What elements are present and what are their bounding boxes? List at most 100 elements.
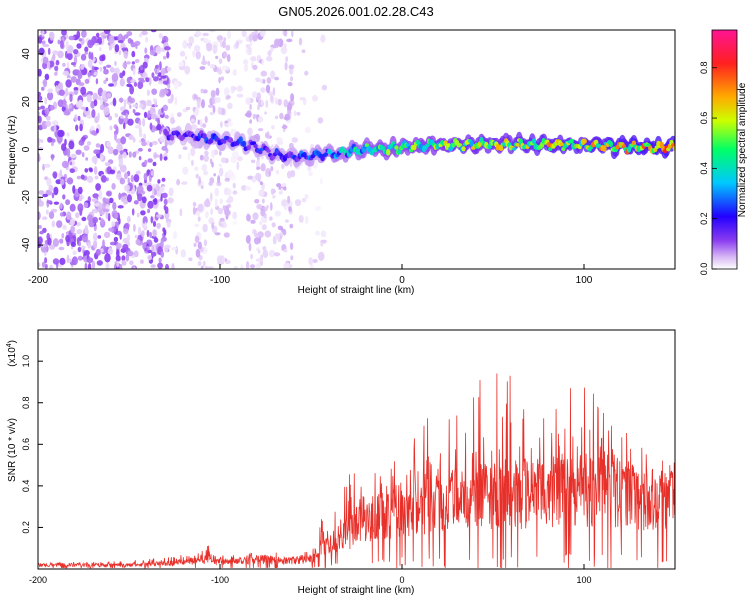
spectrogram-noise-blob [269,216,273,221]
spectrogram-noise-blob [85,157,89,161]
spectrogram-noise-blob [193,45,201,52]
spectrogram-noise-blob [151,244,155,253]
spectrogram-noise-blob [161,89,169,95]
spectrogram-noise-blob [222,109,225,114]
spectrogram-noise-blob [144,221,147,230]
spectrogram-noise-blob [256,262,261,269]
spectrogram-noise-blob [210,149,215,159]
spectrogram-noise-blob [123,99,127,108]
spectrogram-noise-blob [61,143,67,152]
spectrogram-noise-blob [106,191,112,197]
spectrogram-noise-blob [86,94,92,103]
spectrogram-noise-blob [260,181,263,186]
spectrogram-noise-blob [259,221,263,226]
spectrogram-noise-blob [116,260,119,268]
spectrogram-noise-blob [152,221,157,227]
spectrogram-noise-blob [202,260,206,267]
spectrogram-noise-blob [108,227,115,232]
spectrogram-noise-blob [258,189,265,197]
spectrogram-noise-blob [96,260,103,266]
spectrogram-noise-blob [84,224,89,235]
spectrogram-noise-blob [102,239,105,249]
spectrogram-noise-blob [72,185,76,194]
spectrogram-noise-blob [63,110,71,116]
spectrogram-noise-blob [69,168,76,173]
spectrogram-noise-blob [114,61,117,66]
spectrogram-noise-blob [227,196,234,203]
spectrogram-noise-blob [304,126,311,134]
spectrogram-noise-blob [147,200,154,209]
spectrogram-noise-blob [134,59,140,63]
spectrogram-noise-blob [236,93,244,98]
spectrogram-noise-blob [197,119,200,125]
spectrogram-noise-blob [205,211,209,219]
spectrogram-noise-blob [59,202,63,210]
spectrogram-noise-blob [166,51,170,59]
spectrogram-noise-blob [155,46,162,54]
spectrogram-noise-blob [92,92,99,102]
spectrogram-noise-blob [48,211,55,220]
spectrogram-noise-blob [150,264,156,268]
spectrogram-noise-blob [161,185,165,193]
spectrogram-noise-blob [51,192,55,199]
spectrogram-noise-blob [281,124,288,130]
spectrogram-noise-blob [194,166,199,171]
spectrogram-noise-blob [41,40,46,45]
spectrogram-noise-blob [77,115,81,121]
y-tick-label: 1.0 [21,355,31,368]
spectrogram-noise-blob [80,174,85,180]
spectrogram-noise-blob [132,137,136,143]
spectrogram-noise-blob [214,198,218,208]
colorbar-label: Normalized spectral amplitude [737,82,748,217]
spectrogram-noise-blob [95,78,99,85]
spectrogram-noise-blob [66,75,71,79]
colorbar-tick-label: 0.2 [699,212,709,225]
spectrogram-noise-blob [207,104,214,108]
spectrogram-noise-blob [145,77,150,83]
spectrogram-noise-blob [236,85,243,92]
spectrogram-noise-blob [204,150,209,156]
spectrogram-noise-blob [70,225,75,234]
spectrogram-noise-blob [102,197,107,203]
spectrogram-noise-blob [195,173,199,179]
spectrogram-noise-blob [164,114,169,119]
spectrogram-noise-blob [283,30,288,37]
spectrogram-noise-blob [272,195,276,199]
spectrogram-noise-blob [101,90,108,100]
spectrogram-noise-blob [66,52,73,61]
spectrogram-noise-blob [248,33,253,42]
spectrogram-noise-blob [265,99,269,108]
spectrogram-noise-blob [38,115,42,124]
spectrogram-noise-blob [127,250,134,257]
spectrogram-noise-blob [170,117,175,125]
spectrogram-noise-blob [168,187,174,197]
spectrogram-noise-blob [49,31,55,41]
spectrogram-noise-blob [257,104,260,111]
spectrogram-noise-blob [250,56,257,62]
spectrogram-noise-blob [86,114,93,119]
spectrogram-noise-blob [256,92,262,101]
spectrogram-noise-blob [212,105,216,114]
spectrogram-noise-blob [210,208,213,215]
spectrogram-noise-blob [270,202,273,211]
spectrogram-noise-blob [132,104,139,108]
spectrogram-noise-blob [173,80,179,90]
spectrogram-noise-blob [38,36,43,44]
spectrogram-noise-blob [204,199,211,208]
spectrogram-noise-blob [166,221,171,228]
spectrogram-noise-blob [46,200,53,204]
spectrogram-noise-blob [151,88,158,95]
spectrogram-noise-blob [87,39,94,49]
spectrogram-noise-blob [78,139,85,146]
spectrogram-noise-blob [76,229,83,235]
spectrogram-noise-blob [93,240,98,249]
spectrogram-noise-blob [163,244,169,253]
spectrogram-noise-blob [301,197,307,203]
spectrogram-noise-blob [91,260,96,269]
spectrogram-noise-blob [80,245,86,250]
spectrogram-noise-blob [151,72,155,78]
spectrogram-noise-blob [260,163,266,172]
spectrogram-noise-blob [274,233,281,240]
spectrogram-ridge-cell [169,135,175,141]
spectrogram-noise-blob [158,72,162,77]
